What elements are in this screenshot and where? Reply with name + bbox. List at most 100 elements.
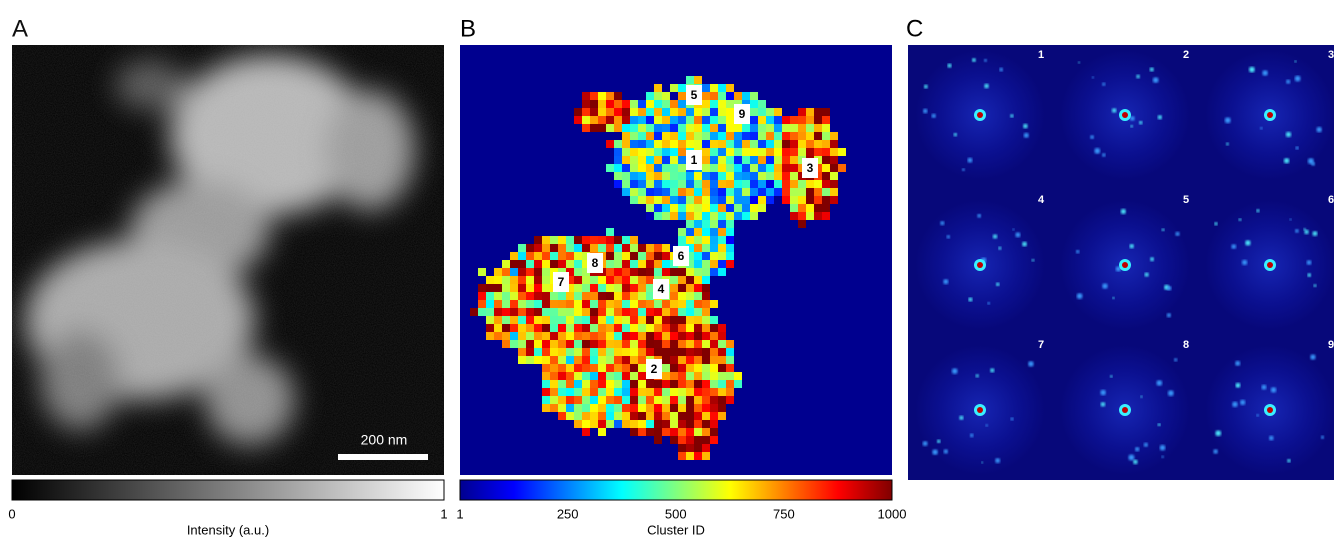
pixel (718, 372, 726, 380)
spot (1294, 60, 1297, 63)
pixel (662, 324, 670, 332)
spot (953, 132, 958, 137)
pixel (574, 332, 582, 340)
pixel (702, 212, 710, 220)
pixel (774, 164, 782, 172)
pixel (670, 188, 678, 196)
spot (1245, 240, 1251, 246)
pixel (702, 324, 710, 332)
pixel (806, 204, 814, 212)
pixel (798, 180, 806, 188)
pixel (734, 204, 742, 212)
pixel (710, 244, 718, 252)
spot (1140, 395, 1143, 398)
spot (951, 368, 958, 374)
pixel (726, 172, 734, 180)
spot (1144, 272, 1149, 277)
pixel (566, 388, 574, 396)
pixel (502, 260, 510, 268)
pixel (614, 348, 622, 356)
pixel (638, 372, 646, 380)
pixel (542, 244, 550, 252)
pixel (710, 220, 718, 228)
pixel (686, 76, 694, 84)
pixel (558, 260, 566, 268)
pixel (806, 108, 814, 116)
spot (1129, 116, 1135, 121)
pixel (654, 260, 662, 268)
pixel (758, 140, 766, 148)
pixel (670, 340, 678, 348)
pixel (702, 84, 710, 92)
pixel (710, 196, 718, 204)
cluster-map (470, 76, 846, 460)
pixel (670, 348, 678, 356)
pixel (486, 324, 494, 332)
pixel (542, 396, 550, 404)
spot (1307, 273, 1312, 277)
pixel (542, 356, 550, 364)
pixel (702, 388, 710, 396)
pixel (726, 124, 734, 132)
pixel (686, 316, 694, 324)
pixel (654, 412, 662, 420)
pixel (678, 340, 686, 348)
pixel (614, 252, 622, 260)
pixel (694, 228, 702, 236)
spot (1075, 249, 1080, 254)
spot (1286, 79, 1291, 84)
pixel (710, 140, 718, 148)
pixel (734, 372, 742, 380)
pixel (694, 180, 702, 188)
spot (984, 83, 989, 89)
spot (1023, 123, 1028, 129)
spot (1133, 459, 1138, 465)
pixel (654, 388, 662, 396)
pixel (534, 244, 542, 252)
pixel (494, 316, 502, 324)
pixel (510, 316, 518, 324)
pixel (566, 364, 574, 372)
pixel (710, 404, 718, 412)
pixel (606, 316, 614, 324)
pixel (686, 252, 694, 260)
pixel (686, 452, 694, 460)
pixel (558, 372, 566, 380)
pixel (630, 132, 638, 140)
pixel (710, 324, 718, 332)
pixel (646, 268, 654, 276)
central-beam-core (977, 112, 983, 118)
pixel (606, 420, 614, 428)
spot (1102, 283, 1108, 289)
pixel (814, 196, 822, 204)
pixel (694, 76, 702, 84)
spot (1090, 135, 1094, 140)
pixel (678, 212, 686, 220)
pixel (702, 348, 710, 356)
spot (1159, 444, 1166, 451)
cluster-label-box (653, 279, 669, 299)
pixel (718, 180, 726, 188)
pixel (654, 124, 662, 132)
pixel (766, 164, 774, 172)
pixel (622, 172, 630, 180)
pixel (558, 364, 566, 372)
pixel (606, 340, 614, 348)
pixel (622, 140, 630, 148)
pixel (710, 116, 718, 124)
pixel (638, 396, 646, 404)
pixel (694, 404, 702, 412)
pixel (678, 92, 686, 100)
pixel (726, 364, 734, 372)
pixel (726, 236, 734, 244)
pixel (726, 372, 734, 380)
pixel (630, 356, 638, 364)
pixel (726, 116, 734, 124)
pixel (678, 196, 686, 204)
pixel (806, 148, 814, 156)
pixel (742, 204, 750, 212)
pixel (622, 316, 630, 324)
spot (1226, 142, 1229, 146)
pixel (638, 380, 646, 388)
spot (1175, 231, 1180, 237)
